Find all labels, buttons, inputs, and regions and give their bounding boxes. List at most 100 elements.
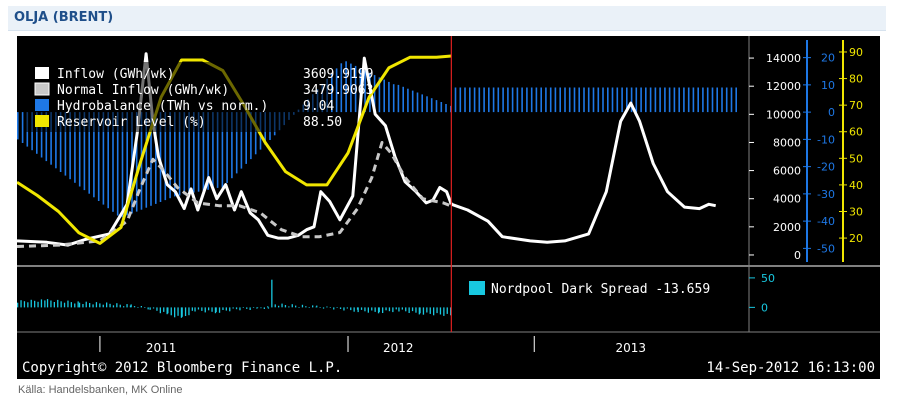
hydrobalance-bar [459,87,462,113]
series-line-inflow-gwh-wk [17,52,453,247]
hydrobalance-axis-tick-label: -40 [817,215,835,228]
dark-spread-bar [130,304,132,308]
legend-value: 3479.9063 [303,83,373,98]
hydrobalance-bar [40,112,43,158]
dark-spread-bar [411,307,414,312]
dark-spread-bar [436,307,438,314]
hydrobalance-bar [193,112,195,193]
inflow-axis-tick-label: 12000 [766,80,801,93]
hydrobalance-axis-tick-label: -50 [817,242,835,255]
dark-spread-bar [415,307,417,313]
dark-spread-bar [439,307,442,315]
inflow-axis-tick-label: 4000 [773,193,801,206]
dark-spread-bar [312,305,314,308]
dark-spread-bar [408,307,410,313]
hydrobalance-bar [155,112,157,204]
dark-spread-bar [374,307,376,312]
dark-spread-bar [149,307,151,310]
hydrobalance-bar [502,87,504,113]
dark-spread-bar [267,307,270,309]
hydrobalance-bar [340,63,343,113]
dark-spread-bar [70,302,72,308]
hydrobalance-bar [568,87,571,113]
hydrobalance-bar [706,87,709,113]
spread-axis-tick-label: 0 [761,301,768,314]
hydrobalance-bar [530,87,533,113]
dark-spread-bar [170,307,172,316]
dark-spread-bar [298,307,300,308]
hydrobalance-bar [597,87,600,113]
dark-spread-bar [232,307,234,309]
hydrobalance-bar [21,112,24,143]
dark-spread-bar [116,303,118,308]
dark-spread-bar [249,307,251,310]
hydrobalance-bar [97,112,100,201]
legend-value: 9.04 [303,99,334,114]
inflow-axis-tick-label: 8000 [773,136,801,149]
dark-spread-bar [357,307,359,313]
dark-spread-bar [34,300,36,308]
hydrobalance-bar [250,112,252,160]
dark-spread-bar [235,307,238,310]
hydrobalance-bar [93,112,95,198]
hydrobalance-bar [331,73,333,113]
hydrobalance-bar [554,87,557,113]
hydrobalance-bar [121,112,124,218]
spread-axis-tick-label: 50 [761,272,775,285]
hydrobalance-bar [350,63,352,113]
dark-spread-bar [215,307,217,313]
dark-spread-bar [426,307,428,313]
dark-spread-bar [346,307,348,309]
legend-value: 88.50 [303,115,342,130]
inflow-axis-tick-label: 14000 [766,52,801,65]
reservoir-axis-tick-label: 70 [849,99,863,112]
hydrobalance-bar [36,112,38,154]
hydrobalance-bar [174,112,176,197]
dark-spread-bar [288,306,290,308]
x-axis-tick-label: 2013 [615,341,646,355]
legend-value: 3609.9199 [303,67,373,82]
hydrobalance-bar [69,112,71,180]
hydrobalance-bar [188,112,190,194]
reservoir-axis-tick-label: 80 [849,73,863,86]
dark-spread-bar [53,302,55,308]
hydrobalance-bar [240,112,243,169]
reservoir-axis-tick-label: 30 [849,205,863,218]
dark-spread-bar [126,304,128,308]
hydrobalance-bar [483,87,485,113]
reservoir-axis-tick-label: 20 [849,232,863,245]
dark-spread-bar [281,303,283,308]
hydrobalance-bar [345,61,347,113]
dark-spread-bar [252,307,255,308]
dark-spread-bar [27,302,29,308]
legend-label: Reservoir Level (%) [57,115,206,130]
hydrobalance-bar [635,87,638,113]
hydrobalance-bar [430,98,433,113]
hydrobalance-bar [83,112,86,191]
hydrobalance-bar [578,87,580,113]
hydrobalance-bar [602,87,604,113]
hydrobalance-bar [702,87,704,113]
dark-spread-bar [102,304,104,308]
dark-spread-bar [191,307,193,311]
dark-spread-bar [278,305,280,308]
timestamp-text: 14-Sep-2012 16:13:00 [706,360,875,376]
inflow-axis-tick-label: 0 [794,249,801,262]
reservoir-axis-tick-label: 50 [849,152,863,165]
hydrobalance-bar [107,112,109,209]
dark-spread-bar [180,307,183,318]
dark-spread-bar [140,306,142,308]
dark-spread-bar [166,307,168,315]
hydrobalance-bar [254,112,257,155]
hydrobalance-bar [507,87,509,113]
hydrobalance-bar [692,87,695,113]
hydrobalance-bar [440,102,443,113]
dark-spread-bar [256,307,259,308]
dark-spread-bar [109,303,111,308]
hydrobalance-bar [112,112,114,212]
dark-spread-bar [267,306,269,308]
hydrobalance-bar [64,112,67,176]
copyright-text: Copyright© 2012 Bloomberg Finance L.P. [22,360,342,376]
dark-spread-bar [308,307,310,308]
hydrobalance-bar [621,87,623,113]
